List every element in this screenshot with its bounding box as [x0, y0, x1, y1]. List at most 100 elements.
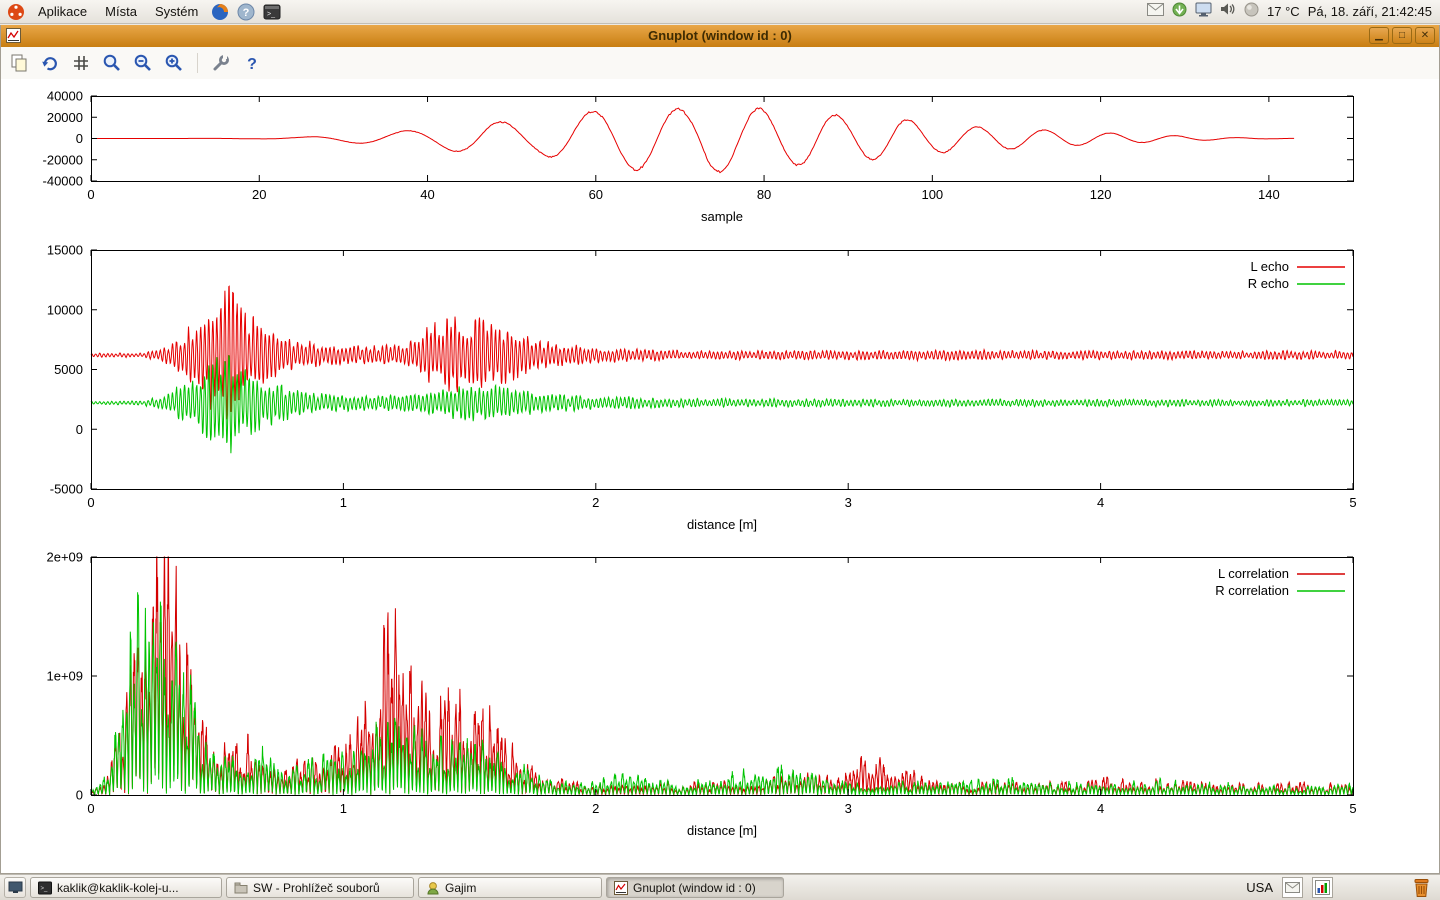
gnuplot-toolbar: ?	[1, 47, 1439, 79]
tray-mail-button[interactable]	[1282, 877, 1303, 898]
taskbar-button-terminal[interactable]: >_ kaklik@kaklik-kolej-u...	[30, 877, 222, 898]
wrench-icon	[213, 55, 229, 71]
svg-text:sample: sample	[701, 209, 743, 224]
chart-sample-waveform: 0 20 40 60 80 100 120 140 -40000 -20000 0 20000 4000…	[43, 89, 1354, 224]
gnuplot-window: Gnuplot (window id : 0) ▁ □ ✕	[0, 25, 1440, 874]
svg-text:1: 1	[340, 495, 347, 510]
svg-text:0: 0	[76, 422, 83, 437]
firefox-launcher-icon[interactable]	[208, 1, 232, 23]
svg-text:>_: >_	[41, 886, 49, 892]
svg-text:R correlation: R correlation	[1215, 583, 1289, 598]
minimize-button[interactable]: ▁	[1369, 27, 1389, 44]
taskbar-button-gnuplot[interactable]: Gnuplot (window id : 0)	[606, 877, 784, 898]
taskbar-button-label: Gnuplot (window id : 0)	[633, 880, 756, 895]
svg-text:4: 4	[1097, 495, 1104, 510]
svg-text:3: 3	[845, 495, 852, 510]
file-manager-icon	[234, 882, 248, 893]
gajim-icon	[427, 881, 439, 894]
tray-mail-icon[interactable]	[1147, 2, 1165, 21]
svg-text:2e+09: 2e+09	[46, 550, 83, 565]
svg-text:5: 5	[1349, 801, 1356, 816]
svg-text:100: 100	[921, 187, 943, 202]
svg-text:4: 4	[1097, 801, 1104, 816]
grid-toggle-button[interactable]	[68, 50, 94, 76]
svg-text:0: 0	[87, 187, 94, 202]
tray-gnuplot-button[interactable]	[1312, 877, 1333, 898]
chart-icon	[1315, 880, 1330, 895]
clock-applet[interactable]: Pá, 18. září, 21:42:45	[1307, 4, 1432, 19]
plot-canvas: 0 20 40 60 80 100 120 140 -40000 -20000 0 20000 4000…	[1, 79, 1439, 872]
show-desktop-button[interactable]	[4, 877, 26, 898]
tray-volume-icon[interactable]	[1220, 2, 1236, 21]
zoom-region-icon	[103, 54, 120, 71]
chart-echo: 0 1 2 3 4 5 -5000 0 5000 10000 15000 distance [m] L …	[47, 243, 1357, 533]
svg-text:distance [m]: distance [m]	[687, 517, 757, 532]
menu-system[interactable]: Systém	[154, 4, 199, 19]
svg-text:L echo: L echo	[1250, 259, 1289, 274]
trash-icon	[1414, 878, 1428, 897]
keyboard-layout-indicator[interactable]: USA	[1246, 880, 1273, 895]
window-icon	[6, 28, 21, 48]
copy-clipboard-button[interactable]	[6, 50, 32, 76]
svg-text:0: 0	[76, 788, 83, 803]
tray-display-icon[interactable]	[1195, 2, 1212, 22]
maximize-button[interactable]: □	[1392, 27, 1412, 44]
help-launcher-icon[interactable]: ?	[234, 1, 258, 23]
svg-text:40000: 40000	[47, 89, 83, 104]
svg-text:>_: >_	[267, 11, 275, 18]
svg-text:2: 2	[592, 801, 599, 816]
copy-icon	[11, 54, 27, 72]
menu-places[interactable]: Místa	[105, 4, 137, 19]
svg-text:5000: 5000	[54, 362, 83, 377]
zoom-region-button[interactable]	[99, 50, 125, 76]
svg-text:0: 0	[87, 495, 94, 510]
svg-text:1e+09: 1e+09	[46, 669, 83, 684]
taskbar-button-label: Gajim	[445, 880, 477, 895]
svg-text:2: 2	[592, 495, 599, 510]
zoom-previous-button[interactable]	[130, 50, 156, 76]
taskbar-button-gajim[interactable]: Gajim	[418, 877, 602, 898]
chart-correlation: 0 1 2 3 4 5 0 1e+09 2e+09 distance [m] L correlati…	[46, 550, 1356, 839]
close-button[interactable]: ✕	[1415, 27, 1435, 44]
tray-update-icon[interactable]	[1172, 2, 1187, 22]
svg-text:40: 40	[420, 187, 434, 202]
grid-icon	[74, 56, 88, 70]
taskbar-button-label: kaklik@kaklik-kolej-u...	[57, 880, 179, 895]
replot-icon	[42, 57, 57, 71]
configure-button[interactable]	[208, 50, 234, 76]
svg-text:120: 120	[1090, 187, 1112, 202]
svg-text:140: 140	[1258, 187, 1280, 202]
svg-text:R echo: R echo	[1248, 276, 1289, 291]
mail-icon	[1285, 882, 1300, 893]
window-title: Gnuplot (window id : 0)	[648, 28, 792, 43]
trash-button[interactable]	[1408, 876, 1434, 900]
svg-text:1: 1	[340, 801, 347, 816]
taskbar-button-file-browser[interactable]: SW - Prohlížeč souborů	[226, 877, 414, 898]
weather-icon[interactable]	[1244, 2, 1259, 22]
svg-text:0: 0	[76, 131, 83, 146]
gnome-taskbar: >_ kaklik@kaklik-kolej-u... SW - Prohlíž…	[0, 874, 1440, 900]
help-button[interactable]: ?	[239, 50, 265, 76]
menu-applications[interactable]: Aplikace	[38, 4, 88, 19]
svg-text:L correlation: L correlation	[1218, 566, 1289, 581]
terminal-launcher-icon[interactable]: >_	[260, 1, 284, 23]
svg-text:5: 5	[1349, 495, 1356, 510]
svg-text:80: 80	[757, 187, 771, 202]
svg-text:20: 20	[252, 187, 266, 202]
svg-text:-40000: -40000	[43, 174, 83, 189]
svg-text:20000: 20000	[47, 110, 83, 125]
replot-button[interactable]	[37, 50, 63, 76]
temperature-label: 17 °C	[1267, 4, 1300, 19]
titlebar[interactable]: Gnuplot (window id : 0) ▁ □ ✕	[1, 25, 1439, 47]
svg-text:0: 0	[87, 801, 94, 816]
svg-text:distance [m]: distance [m]	[687, 823, 757, 838]
svg-text:15000: 15000	[47, 243, 83, 258]
zoom-next-button[interactable]	[161, 50, 187, 76]
ubuntu-logo-icon[interactable]	[4, 1, 28, 23]
help-icon: ?	[247, 56, 257, 73]
svg-text:3: 3	[845, 801, 852, 816]
svg-text:-5000: -5000	[50, 482, 83, 497]
zoom-out-icon	[134, 54, 151, 71]
system-tray: 17 °C Pá, 18. září, 21:42:45	[1147, 2, 1436, 22]
toolbar-separator	[197, 53, 198, 73]
